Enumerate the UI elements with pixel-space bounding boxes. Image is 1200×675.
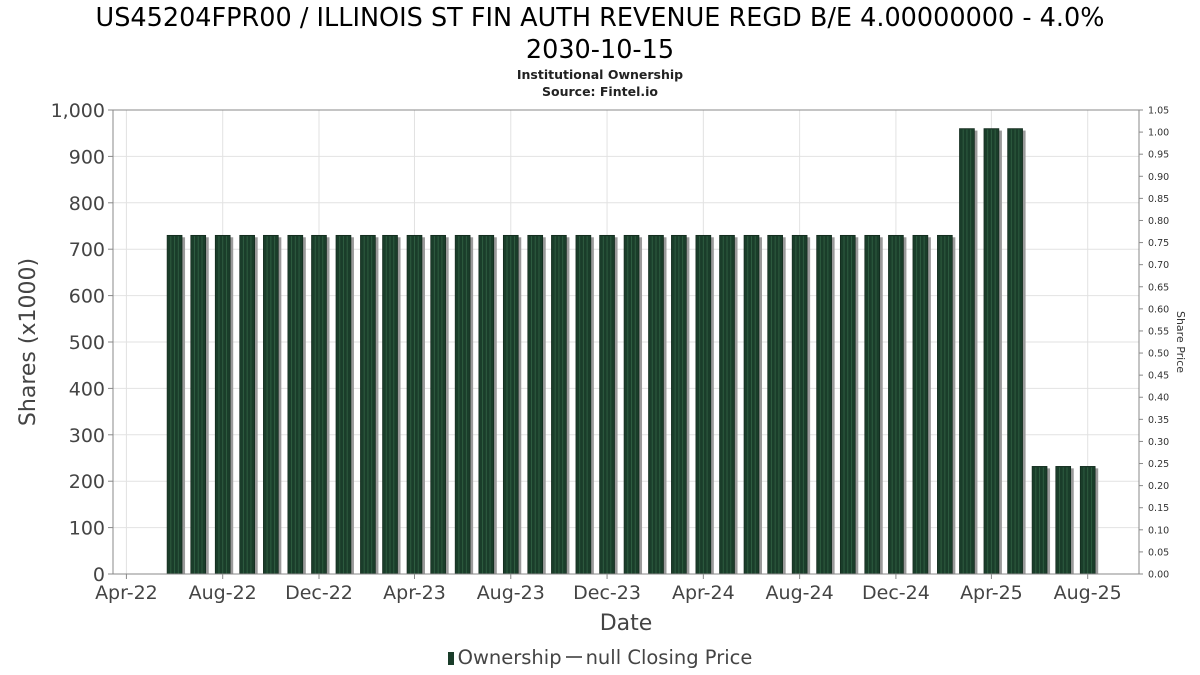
y2-tick-label: 0.65 [1148,282,1169,293]
y-tick-label: 500 [69,332,105,354]
y-axis-label: Shares (x1000) [16,258,41,426]
y2-tick-label: 0.20 [1148,481,1169,492]
y2-tick-label: 0.15 [1148,503,1169,514]
y2-tick-label: 0.95 [1148,150,1169,161]
y-tick-label: 800 [69,193,105,215]
y-tick-label: 300 [69,425,105,447]
x-tick-label: Aug-24 [766,582,834,604]
y-tick-label: 0 [93,564,105,586]
y-tick-label: 900 [69,146,105,168]
y-tick-label: 200 [69,471,105,493]
chart-title-line-2: 2030-10-15 [525,35,675,65]
y2-tick-label: 0.50 [1148,349,1169,360]
y2-tick-label: 0.75 [1148,238,1169,249]
x-tick-label: Aug-23 [477,582,545,604]
legend-price-line-swatch [565,656,582,658]
x-tick-label: Apr-22 [95,582,158,604]
chart-source: Source: Fintel.io [542,84,658,99]
y2-tick-label: 0.45 [1148,371,1169,382]
y2-tick-label: 0.10 [1148,525,1169,536]
y-tick-label: 400 [69,378,105,400]
y2-tick-label: 0.30 [1148,437,1169,448]
y-tick-label: 700 [69,239,105,261]
y-tick-label: 100 [69,518,105,540]
x-axis-label: Date [600,611,653,636]
x-tick-label: Apr-24 [672,582,735,604]
chart-subtitle: Institutional Ownership [516,67,684,82]
y2-tick-label: 0.70 [1148,260,1169,271]
legend-price-label: null Closing Price [585,646,753,669]
y2-tick-label: 0.00 [1148,570,1169,581]
x-tick-label: Apr-23 [383,582,446,604]
y-tick-label: 1,000 [51,100,105,122]
y-tick-label: 600 [69,286,105,308]
y2-tick-label: 0.85 [1148,194,1169,205]
legend-ownership-label: Ownership [457,646,562,669]
y2-tick-label: 0.40 [1148,393,1169,404]
y2-tick-label: 1.00 [1148,128,1169,139]
x-tick-label: Dec-23 [573,582,641,604]
y2-tick-label: 0.55 [1148,326,1169,337]
y2-tick-label: 0.60 [1148,304,1169,315]
legend-ownership-swatch [447,652,454,665]
chart-title-line-1: US45204FPR00 / ILLINOIS ST FIN AUTH REVE… [95,3,1105,33]
y2-tick-label: 1.05 [1148,106,1169,117]
x-tick-label: Apr-25 [960,582,1023,604]
x-tick-label: Aug-25 [1054,582,1122,604]
y2-tick-label: 0.80 [1148,216,1169,227]
y2-tick-label: 0.35 [1148,415,1169,426]
y2-tick-label: 0.05 [1148,547,1169,558]
chart-legend: Ownership null Closing Price [0,646,1200,669]
y2-tick-label: 0.90 [1148,172,1169,183]
y2-axis-label: Share Price [1174,311,1187,373]
x-tick-label: Dec-24 [862,582,930,604]
ownership-chart: 0 100 200 300 400 500 600 700 800 900 1,000 0.00 0.0… [16,100,1187,636]
x-tick-label: Aug-22 [189,582,257,604]
x-tick-label: Dec-22 [285,582,353,604]
y2-tick-label: 0.25 [1148,459,1169,470]
chart-title: US45204FPR00 / ILLINOIS ST FIN AUTH REVE… [0,2,1200,66]
